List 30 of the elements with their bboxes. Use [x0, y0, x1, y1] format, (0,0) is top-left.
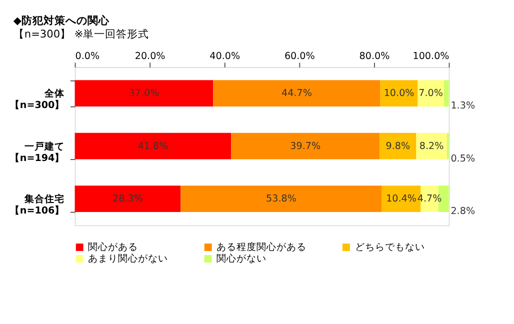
x-tick-label: 40.0%	[210, 50, 240, 62]
x-tick-label: 60.0%	[284, 50, 315, 62]
data-label: 28.3%	[112, 194, 143, 205]
data-label: 8.2%	[419, 140, 444, 152]
data-label: 37.0%	[128, 88, 160, 100]
x-tick-label: 0.0%	[75, 50, 100, 62]
data-label: 2.8%	[450, 206, 476, 218]
legend-label: 関心がある	[88, 241, 138, 254]
y-tick-label: 全体【n=300】	[10, 88, 66, 112]
data-label: 39.7%	[290, 140, 321, 152]
data-label: 44.7%	[282, 88, 312, 100]
chart-title: ◆防犯対策への関心	[13, 14, 111, 27]
legend-label: 関心がない	[216, 252, 267, 265]
x-tick-label: 100.0%	[412, 50, 450, 62]
data-label: 1.3%	[450, 100, 476, 112]
legend-label: ある程度関心がある	[216, 241, 307, 254]
legend-label: あまり関心がない	[88, 252, 168, 265]
data-label: 10.0%	[384, 88, 414, 100]
data-label: 0.5%	[450, 153, 476, 164]
data-label: 41.8%	[138, 140, 168, 152]
legend-label: どちらでもない	[354, 242, 425, 254]
data-label: 10.4%	[386, 194, 417, 205]
data-label: 53.8%	[266, 194, 296, 205]
x-tick-label: 80.0%	[359, 50, 390, 62]
y-tick-label: 一戸建て【n=194】	[10, 140, 65, 164]
y-tick-label: 集合住宅【n=106】	[10, 193, 65, 217]
chart-subtitle: 【n=300】 ※単一回答形式	[13, 27, 150, 40]
data-label: 9.8%	[386, 140, 410, 152]
data-label: 7.0%	[418, 88, 444, 100]
x-tick-label: 20.0%	[134, 50, 166, 62]
